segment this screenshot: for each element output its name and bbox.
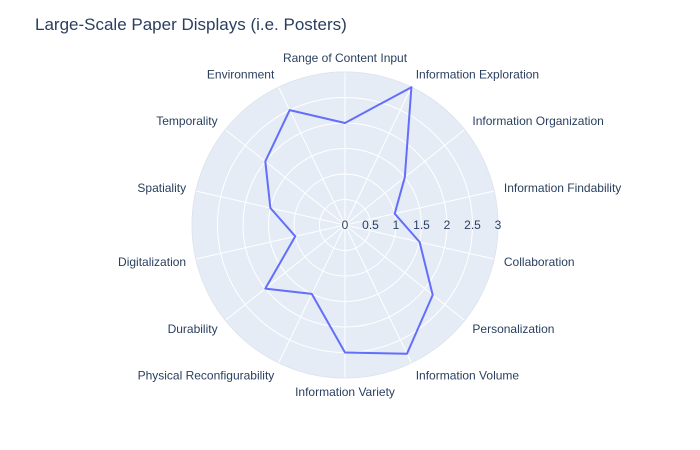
data-point-digitalization xyxy=(294,235,296,237)
data-point-personalization xyxy=(432,294,434,296)
data-point-range-of-content-input xyxy=(344,122,346,124)
chart-title: Large-Scale Paper Displays (i.e. Posters… xyxy=(35,15,347,34)
polar-outer-rim xyxy=(191,71,499,379)
angular-gridline xyxy=(344,86,412,226)
angular-gridline xyxy=(344,224,412,364)
data-point-information-volume xyxy=(406,353,408,355)
radial-tick-label: 2.5 xyxy=(464,218,481,232)
axis-label-personalization: Personalization xyxy=(472,322,554,336)
radial-tick-label: 0 xyxy=(342,218,349,232)
angular-axis-labels: Range of Content Input Information Explor… xyxy=(118,51,621,399)
radial-tick-label: 2 xyxy=(444,218,451,232)
axis-label-information-findability: Information Findability xyxy=(504,181,621,195)
axis-label-physical-reconfigurability: Physical Reconfigurability xyxy=(138,369,275,383)
angular-gridline xyxy=(195,224,346,260)
radial-tick-label: 0.5 xyxy=(362,218,379,232)
radial-tick-label: 3 xyxy=(495,218,502,232)
axis-label-environment: Environment xyxy=(207,68,275,82)
axis-label-spatiality: Spatiality xyxy=(137,181,186,195)
data-point-collaboration xyxy=(419,241,421,243)
axis-label-information-volume: Information Volume xyxy=(416,369,520,383)
data-point-information-exploration xyxy=(410,86,412,88)
radial-tick-labels: 0 0.5 1 1.5 2 2.5 3 xyxy=(342,218,502,232)
axis-label-collaboration: Collaboration xyxy=(504,255,575,269)
axis-label-information-variety: Information Variety xyxy=(295,385,395,399)
data-point-physical-reconfigurability xyxy=(311,293,313,295)
series-layer xyxy=(264,86,434,355)
data-point-temporality xyxy=(264,160,266,162)
angular-gridline xyxy=(225,129,346,226)
radial-tick-label: 1 xyxy=(393,218,400,232)
data-point-spatiality xyxy=(269,207,271,209)
angular-gridline xyxy=(344,224,465,321)
angular-gridline xyxy=(344,190,495,226)
axis-label-temporality: Temporality xyxy=(156,114,217,128)
angular-gridline xyxy=(225,224,346,321)
radial-tick-label: 1.5 xyxy=(413,218,430,232)
axis-label-information-organization: Information Organization xyxy=(472,114,603,128)
axis-label-durability: Durability xyxy=(168,322,218,336)
data-point-information-variety xyxy=(344,352,346,353)
axis-label-digitalization: Digitalization xyxy=(118,255,186,269)
polar-grid xyxy=(191,71,499,379)
data-point-information-findability xyxy=(394,213,396,215)
axis-label-range-of-content-input: Range of Content Input xyxy=(283,51,408,65)
data-point-information-organization xyxy=(404,176,406,178)
data-point-environment xyxy=(289,109,291,111)
axis-label-information-exploration: Information Exploration xyxy=(416,68,539,82)
data-point-durability xyxy=(264,288,266,290)
